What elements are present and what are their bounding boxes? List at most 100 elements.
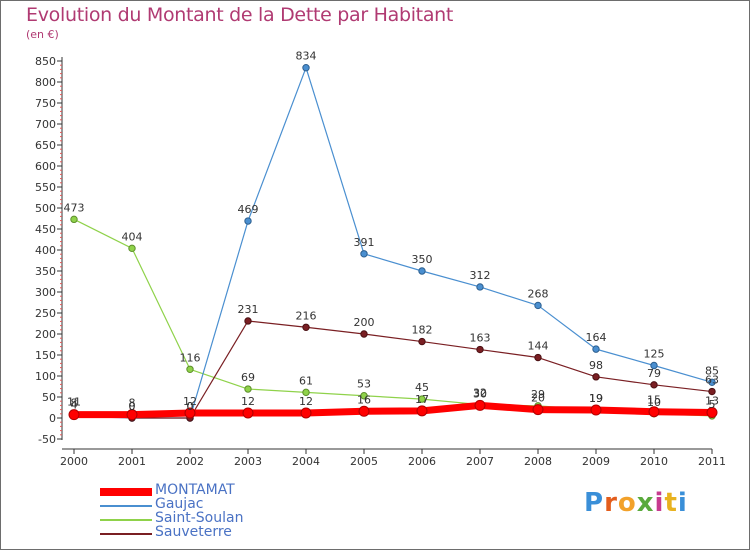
data-label-saint-soulan: 5 — [709, 398, 716, 411]
data-label-gaujac: 164 — [586, 331, 607, 344]
data-point-montamat — [126, 409, 138, 421]
logo-letter: P — [584, 488, 605, 518]
data-label-saint-soulan: 61 — [299, 374, 313, 387]
data-label-sauveterre: 0 — [187, 400, 194, 413]
data-label-montamat: 8 — [71, 397, 78, 410]
data-point-gaujac — [592, 345, 600, 353]
data-point-sauveterre — [708, 387, 716, 396]
data-point-montamat — [184, 407, 196, 419]
data-point-montamat — [474, 399, 486, 411]
data-label-sauveterre: 79 — [647, 367, 661, 380]
y-tick-label: 850 — [35, 55, 56, 68]
data-point-gaujac — [534, 301, 542, 310]
legend-swatch-sauveterre — [100, 533, 152, 535]
data-label-sauveterre: 200 — [354, 316, 375, 329]
data-point-montamat — [590, 404, 602, 416]
data-label-montamat: 12 — [183, 395, 197, 408]
data-point-sauveterre — [418, 337, 426, 346]
chart-unit-label: (en €) — [26, 28, 59, 41]
data-label-saint-soulan: 29 — [531, 388, 545, 401]
chart-series — [68, 64, 718, 422]
data-point-saint-soulan — [360, 392, 368, 400]
x-tick-label: 2003 — [234, 455, 262, 468]
data-label-gaujac: 85 — [705, 364, 719, 377]
data-point-saint-soulan — [128, 244, 136, 253]
legend-swatch-saint-soulan — [100, 519, 152, 521]
data-label-saint-soulan: 45 — [415, 381, 429, 394]
y-tick-label: 550 — [35, 181, 56, 194]
data-point-gaujac — [244, 217, 252, 225]
y-tick-label: 300 — [35, 286, 56, 299]
y-tick-label: 500 — [35, 202, 56, 215]
data-point-saint-soulan — [302, 388, 310, 397]
data-point-saint-soulan — [244, 385, 252, 393]
data-label-saint-soulan: 32 — [473, 387, 487, 400]
data-label-montamat: 30 — [473, 387, 487, 400]
x-tick-label: 2011 — [698, 455, 726, 468]
data-point-sauveterre — [360, 330, 368, 338]
data-point-saint-soulan — [418, 395, 426, 403]
data-label-gaujac: 391 — [354, 236, 375, 249]
x-tick-label: 2004 — [292, 455, 320, 468]
data-label-sauveterre: 0 — [129, 400, 136, 413]
y-tick-label: 800 — [35, 76, 56, 89]
logo-letter: i — [677, 488, 688, 518]
logo-letter: t — [664, 488, 678, 518]
data-point-montamat — [532, 404, 544, 416]
x-tick-label: 2010 — [640, 455, 668, 468]
chart-ticks: -500501001502002503003504004505005506006… — [35, 55, 726, 468]
logo-letter: x — [636, 488, 655, 518]
chart-title: Evolution du Montant de la Dette par Hab… — [26, 4, 454, 26]
data-label-saint-soulan: 10 — [647, 396, 661, 409]
proxiti-logo: Proxiti — [584, 488, 688, 518]
x-tick-label: 2002 — [176, 455, 204, 468]
logo-letter: r — [604, 488, 618, 518]
x-tick-label: 2007 — [466, 455, 494, 468]
y-tick-label: 450 — [35, 223, 56, 236]
data-label-saint-soulan: 19 — [589, 392, 603, 405]
data-point-gaujac — [302, 64, 310, 72]
y-tick-label: 0 — [49, 412, 56, 425]
data-point-montamat — [648, 406, 660, 418]
logo-letter: o — [617, 488, 637, 518]
chart-axes — [60, 57, 712, 450]
data-label-gaujac: 125 — [644, 348, 665, 361]
data-point-sauveterre — [244, 317, 252, 325]
data-label-montamat: 13 — [705, 395, 719, 408]
data-label-sauveterre: 182 — [412, 324, 433, 337]
x-tick-label: 2001 — [118, 455, 146, 468]
data-point-montamat — [416, 405, 428, 417]
data-label-saint-soulan: 53 — [357, 378, 371, 391]
data-label-gaujac: 350 — [412, 253, 433, 266]
data-point-montamat — [68, 409, 80, 421]
y-tick-label: 600 — [35, 160, 56, 173]
data-label-montamat: 12 — [241, 395, 255, 408]
data-point-gaujac — [708, 378, 716, 386]
y-tick-label: 400 — [35, 244, 56, 257]
data-point-sauveterre — [534, 353, 542, 362]
data-label-gaujac: 312 — [470, 269, 491, 282]
data-label-sauveterre: 144 — [528, 340, 549, 353]
data-point-saint-soulan — [186, 365, 194, 373]
y-tick-label: 150 — [35, 349, 56, 362]
logo-letter: i — [654, 488, 665, 518]
data-label-montamat: 16 — [357, 393, 371, 406]
data-label-gaujac: 834 — [296, 50, 317, 63]
series-line-sauveterre — [73, 320, 713, 419]
y-tick-label: 100 — [35, 370, 56, 383]
legend-swatch-montamat — [100, 488, 152, 496]
data-point-gaujac — [418, 267, 426, 275]
data-point-montamat — [358, 405, 370, 417]
chart-data-labels: 8 8 12 12 12 16 17 30 20 19 15 13 4 0 0 469 834 391 350 312… — [64, 50, 720, 413]
y-tick-label: 250 — [35, 307, 56, 320]
y-tick-label: 750 — [35, 97, 56, 110]
x-tick-label: 2009 — [582, 455, 610, 468]
data-point-gaujac — [476, 283, 484, 291]
series-line-saint-soulan — [73, 218, 713, 417]
legend-label-gaujac: Gaujac — [155, 496, 204, 512]
legend-label-montamat: MONTAMAT — [155, 482, 235, 498]
data-label-montamat: 19 — [589, 392, 603, 405]
data-label-gaujac: 4 — [71, 398, 78, 411]
data-label-saint-soulan: 69 — [241, 371, 255, 384]
